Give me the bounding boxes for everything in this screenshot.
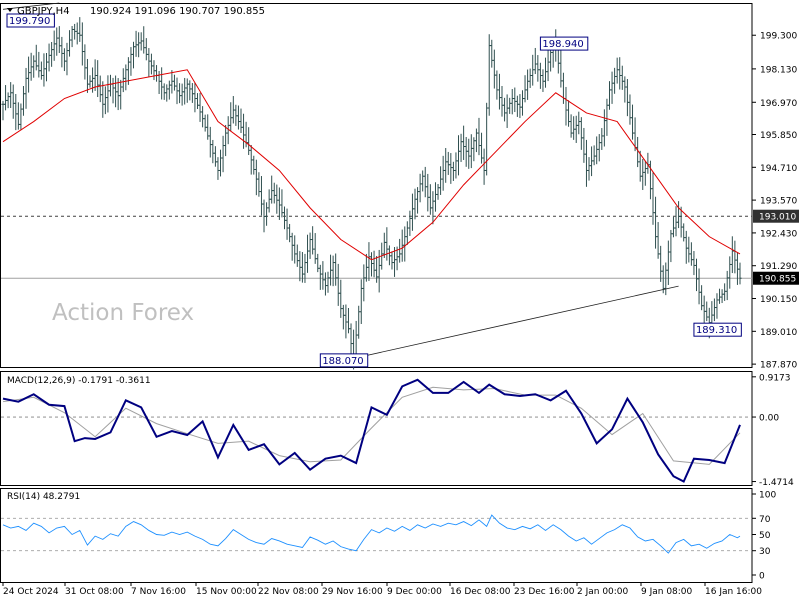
macd-signal-line xyxy=(2,386,741,465)
price-tick-label: 191.290 xyxy=(760,262,797,272)
time-tick-label: 16 Dec 08:00 xyxy=(450,587,511,597)
price-marker-label: 190.855 xyxy=(759,275,796,285)
time-tick-label: 23 Dec 16:00 xyxy=(514,587,575,597)
price-marker-label: 193.010 xyxy=(759,213,796,223)
time-tick-label: 7 Nov 16:00 xyxy=(131,587,186,597)
rsi-tick-label: 50 xyxy=(759,531,771,541)
rsi-tick-label: 0 xyxy=(759,572,765,582)
symbol-label: GBPJPY,H4 xyxy=(17,6,70,17)
price-annotation-box xyxy=(319,353,369,368)
dropdown-triangle-icon[interactable] xyxy=(7,8,13,12)
chart-header: GBPJPY,H4 190.924 191.096 190.707 190.85… xyxy=(7,6,265,17)
time-tick-label: 29 Nov 16:00 xyxy=(322,587,383,597)
price-annotation-label: 189.310 xyxy=(696,325,737,336)
rsi-title: RSI(14) 48.2791 xyxy=(7,492,80,502)
price-annotation-label: 199.790 xyxy=(9,16,50,27)
price-tick-label: 193.570 xyxy=(760,197,797,207)
rsi-line xyxy=(2,514,741,554)
time-tick-label: 22 Nov 08:00 xyxy=(258,587,319,597)
rsi-pane-border xyxy=(0,488,753,583)
rsi-tick-label: 70 xyxy=(759,515,771,525)
price-tick-label: 189.010 xyxy=(760,328,797,338)
chart-watermark: Action Forex xyxy=(52,300,194,326)
trendline xyxy=(353,285,679,359)
time-tick-label: 2 Jan 00:00 xyxy=(577,587,629,597)
time-tick-label: 31 Oct 08:00 xyxy=(65,587,124,597)
rsi-tick-label: 100 xyxy=(759,491,776,501)
price-tick-label: 187.870 xyxy=(760,361,797,371)
price-tick-label: 194.710 xyxy=(760,164,797,174)
time-tick-label: 9 Jan 08:00 xyxy=(641,587,693,597)
time-tick-label: 9 Dec 00:00 xyxy=(387,587,442,597)
moving-average-line xyxy=(2,69,741,261)
macd-tick-label: 0.9173 xyxy=(759,373,791,383)
price-annotation-box xyxy=(539,36,589,51)
macd-tick-label: -1.4714 xyxy=(759,478,794,488)
price-tick-label: 192.430 xyxy=(760,229,797,239)
price-tick-label: 198.130 xyxy=(760,65,797,75)
price-annotation-label: 188.070 xyxy=(322,356,363,367)
macd-line xyxy=(2,378,741,483)
price-tick-label: 190.150 xyxy=(760,295,797,305)
price-bar xyxy=(738,262,742,285)
price-annotation-label: 198.940 xyxy=(542,39,583,50)
macd-title: MACD(12,26,9) -0.1791 -0.3611 xyxy=(7,376,151,386)
price-marker-box xyxy=(753,271,799,285)
rsi-pane: 100 70 50 30 0 RSI(14) 48.2791 xyxy=(0,488,776,583)
price-annotation-box xyxy=(6,13,55,28)
time-tick-label: 24 Oct 2024 xyxy=(3,587,59,597)
ohlc-values: 190.924 191.096 190.707 190.855 xyxy=(90,6,265,17)
time-axis: 24 Oct 2024 31 Oct 08:00 7 Nov 16:00 15 Nov… xyxy=(2,582,762,597)
macd-pane-border xyxy=(0,371,753,486)
time-tick-label: 15 Nov 00:00 xyxy=(196,587,257,597)
price-tick-label: 199.300 xyxy=(760,32,797,42)
price-annotation-box xyxy=(693,322,742,337)
price-marker-box xyxy=(753,209,799,223)
macd-pane: 0.9173 0.00 -1.4714 MACD(12,26,9) -0.1791 -… xyxy=(0,371,794,488)
rsi-tick-label: 30 xyxy=(759,547,771,557)
macd-tick-label: 0.00 xyxy=(759,414,779,424)
time-tick-label: 16 Jan 16:00 xyxy=(705,587,762,597)
price-tick-label: 195.850 xyxy=(760,131,797,141)
price-tick-label: 196.970 xyxy=(760,99,797,109)
price-pane-border xyxy=(0,3,753,368)
price-pane: 199.300 198.130 196.970 195.850 194.710 193.5… xyxy=(0,2,799,371)
